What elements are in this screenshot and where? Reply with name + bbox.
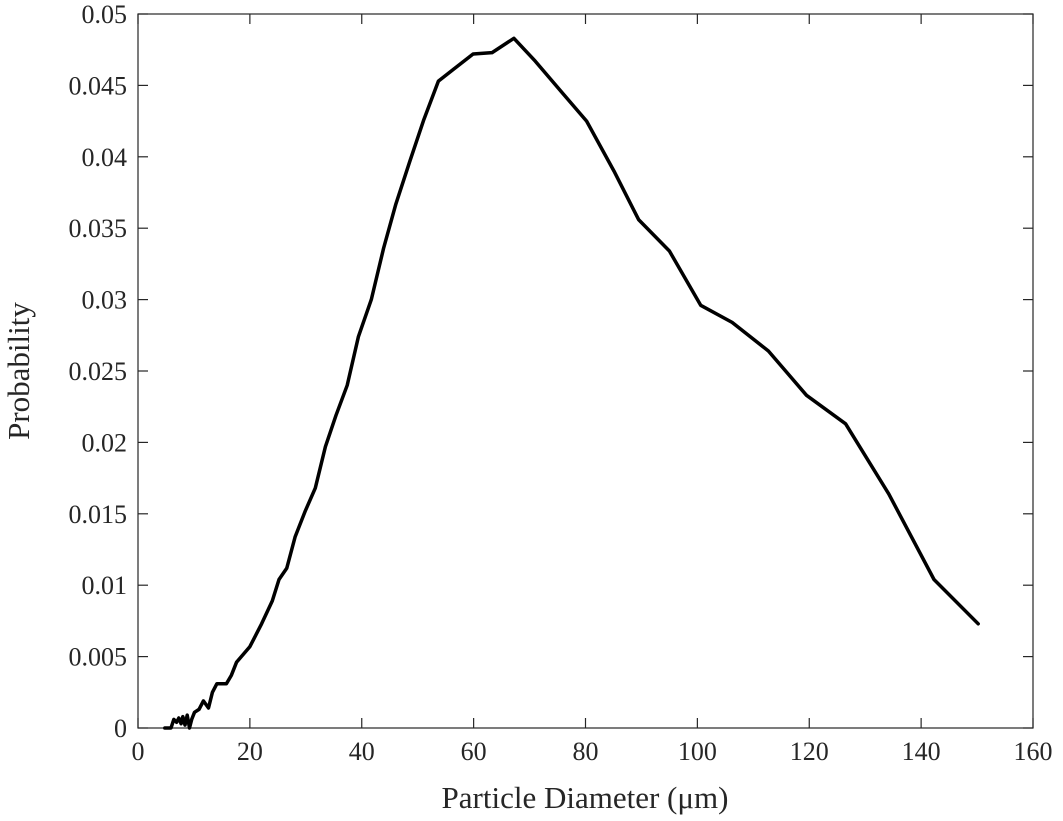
x-tick-label: 60 <box>461 737 487 766</box>
series-layer <box>163 36 980 730</box>
y-tick-label: 0.04 <box>82 143 128 172</box>
y-tick-label: 0.05 <box>82 0 128 29</box>
y-tick-label: 0.015 <box>69 500 128 529</box>
y-tick-label: 0.03 <box>82 286 128 315</box>
x-tick-label: 100 <box>678 737 717 766</box>
x-tick-label: 160 <box>1014 737 1053 766</box>
y-tick-label: 0.045 <box>69 71 128 100</box>
series-line <box>163 36 980 730</box>
y-tick-label: 0.005 <box>69 643 128 672</box>
x-tick-label: 40 <box>349 737 375 766</box>
x-axis-ticks: 0 20 40 60 80 100 120 140 160 <box>132 14 1053 766</box>
x-tick-label: 140 <box>902 737 941 766</box>
x-tick-label: 20 <box>237 737 263 766</box>
y-tick-label: 0.01 <box>82 571 128 600</box>
y-tick-label: 0.025 <box>69 357 128 386</box>
y-tick-label: 0.02 <box>82 428 128 457</box>
y-axis-label: Probability <box>1 302 36 440</box>
y-tick-label: 0.035 <box>69 214 128 243</box>
x-tick-label: 80 <box>573 737 599 766</box>
y-axis-ticks: 0 0.005 0.01 0.015 0.02 0.025 0.03 0.035 0.04 0.0… <box>69 0 1033 743</box>
x-tick-label: 0 <box>132 737 145 766</box>
y-tick-label: 0 <box>114 714 127 743</box>
x-tick-label: 120 <box>790 737 829 766</box>
x-axis-label: Particle Diameter (μm) <box>442 780 729 815</box>
